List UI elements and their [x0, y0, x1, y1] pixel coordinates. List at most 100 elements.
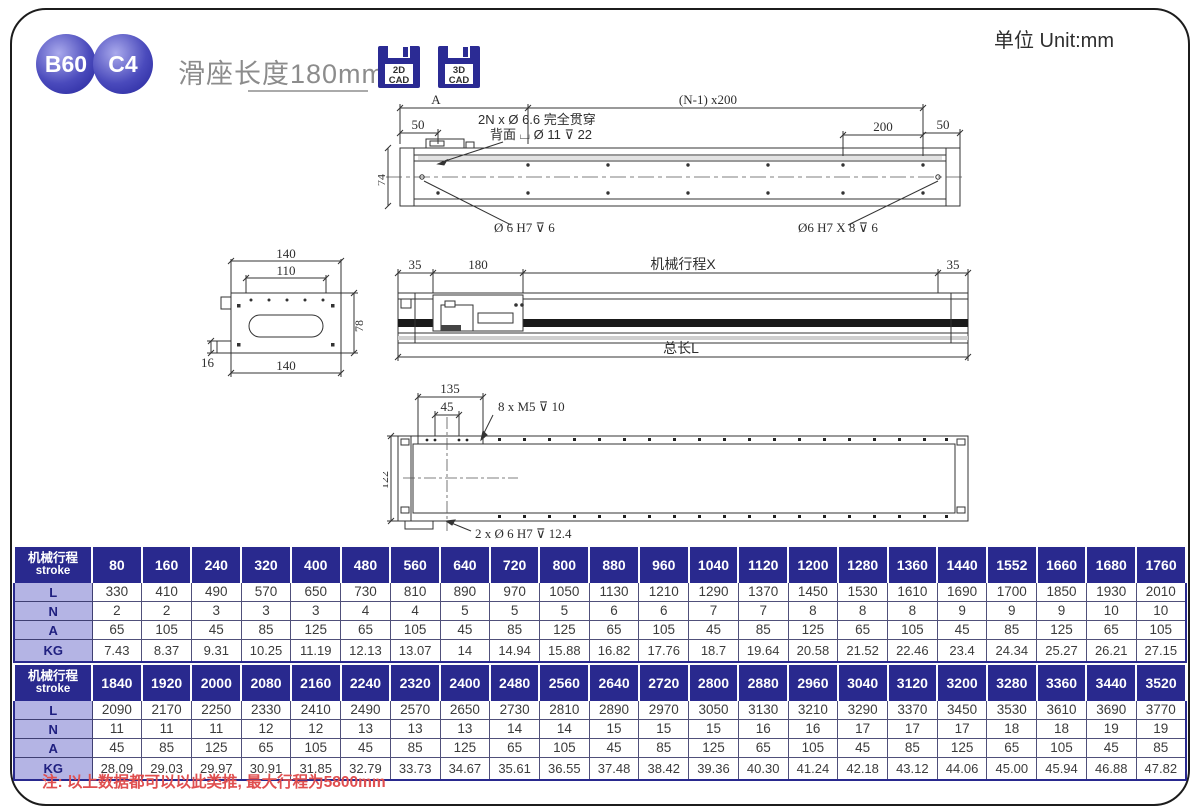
value-cell: 8	[787, 601, 839, 621]
dim-122-label: 122	[383, 471, 391, 489]
title-underline	[248, 90, 368, 92]
value-cell: 65	[240, 738, 292, 758]
stroke-header-cell: 720	[488, 545, 541, 583]
value-cell: 8	[837, 601, 888, 621]
value-cell: 45	[837, 738, 888, 758]
value-cell: 105	[290, 738, 342, 758]
value-cell: 15	[638, 719, 690, 739]
cad-3d-label-line1: 3D	[453, 65, 465, 76]
value-cell: 7.43	[91, 639, 143, 663]
value-cell: 10	[1085, 601, 1137, 621]
stroke-header-cell: 880	[588, 545, 640, 583]
value-cell: 17	[837, 719, 888, 739]
value-cell: 1530	[837, 582, 888, 602]
row-label-l: L	[13, 700, 93, 720]
stroke-header-cell: 2000	[190, 663, 243, 701]
value-cell: 85	[141, 738, 192, 758]
value-cell: 40.30	[737, 757, 789, 781]
value-cell: 7	[737, 601, 789, 621]
stroke-header-cell: 1660	[1035, 545, 1088, 583]
value-cell: 2570	[389, 700, 441, 720]
stroke-header-cell: 2080	[240, 663, 292, 701]
cad-2d-icon[interactable]: 2D CAD	[376, 44, 422, 90]
value-cell: 19	[1135, 719, 1187, 739]
value-cell: 490	[190, 582, 242, 602]
stroke-header-cell: 2400	[439, 663, 491, 701]
dim-50-left-label: 50	[412, 117, 425, 132]
value-cell: 85	[240, 620, 292, 640]
value-cell: 31.85	[290, 757, 342, 781]
value-cell: 1930	[1085, 582, 1137, 602]
value-cell: 65	[986, 738, 1038, 758]
hole-callout-line2: 背面 ⌴ Ø 11 ⊽ 22	[490, 127, 592, 142]
footnote: 注: 以上数据都可以以此类推, 最大行程为5800mm	[42, 774, 386, 791]
value-cell: 45	[1085, 738, 1137, 758]
row-label-l: L	[13, 582, 93, 602]
stroke-header-cell: 1040	[687, 545, 740, 583]
value-cell: 14.94	[489, 639, 540, 663]
value-cell: 24.34	[986, 639, 1038, 663]
value-cell: 85	[1135, 738, 1187, 758]
value-cell: 39.36	[688, 757, 739, 781]
value-cell: 28.09	[91, 757, 143, 781]
value-cell: 65	[837, 620, 888, 640]
dim-a-label: A	[431, 92, 441, 107]
value-cell: 34.67	[439, 757, 491, 781]
stroke-header-cell: 800	[538, 545, 591, 583]
stroke-header-cell: 80	[91, 545, 143, 583]
value-cell: 11.19	[290, 639, 342, 663]
cad-2d-label-line1: 2D	[393, 65, 405, 76]
value-cell: 65	[340, 620, 391, 640]
value-cell: 85	[737, 620, 789, 640]
value-cell: 3610	[1036, 700, 1087, 720]
value-cell: 46.88	[1085, 757, 1137, 781]
value-cell: 125	[190, 738, 242, 758]
dim-50-right-label: 50	[937, 117, 950, 132]
value-cell: 45	[91, 738, 143, 758]
value-cell: 3770	[1135, 700, 1187, 720]
value-cell: 15	[688, 719, 739, 739]
value-cell: 16	[787, 719, 839, 739]
dim-140-top-label: 140	[276, 247, 296, 261]
value-cell: 4	[389, 601, 441, 621]
dim-200-label: 200	[873, 119, 893, 134]
value-cell: 1690	[936, 582, 988, 602]
stroke-header-cell: 400	[289, 545, 342, 583]
dim-74-label: 74	[378, 174, 388, 186]
value-cell: 3	[240, 601, 292, 621]
value-cell: 11	[91, 719, 143, 739]
value-cell: 45	[588, 738, 640, 758]
value-cell: 47.82	[1135, 757, 1187, 781]
value-cell: 5	[538, 601, 590, 621]
value-cell: 125	[439, 738, 491, 758]
stroke-header-cell: 2160	[289, 663, 342, 701]
page-title: 滑座长度180mm	[178, 59, 386, 89]
stroke-header-cell: 1920	[140, 663, 193, 701]
stroke-table-2: 机械行程 stroke 1840 1920 2000 2080 2160 2240 2320 24…	[13, 663, 1187, 781]
value-cell: 5	[489, 601, 540, 621]
value-cell: 18	[986, 719, 1038, 739]
value-cell: 125	[688, 738, 739, 758]
value-cell: 2890	[588, 700, 640, 720]
spec-tables: 机械行程 stroke 80 160 240 320 400 480 560 640 720 800 8…	[13, 545, 1187, 781]
total-length-label: 总长L	[663, 340, 699, 356]
stroke-header-cell: 2640	[588, 663, 640, 701]
value-cell: 105	[1135, 620, 1187, 640]
value-cell: 13	[389, 719, 441, 739]
value-cell: 85	[389, 738, 441, 758]
value-cell: 970	[489, 582, 540, 602]
value-cell: 2810	[538, 700, 590, 720]
value-cell: 125	[936, 738, 988, 758]
value-cell: 1700	[986, 582, 1038, 602]
value-cell: 65	[588, 620, 640, 640]
value-cell: 1050	[538, 582, 590, 602]
value-cell: 85	[986, 620, 1038, 640]
value-cell: 10.25	[240, 639, 292, 663]
cad-3d-icon[interactable]: 3D CAD	[436, 44, 482, 90]
value-cell: 41.24	[787, 757, 839, 781]
value-cell: 36.55	[538, 757, 590, 781]
value-cell: 15	[588, 719, 640, 739]
row-label-kg: KG	[13, 757, 93, 781]
cad-3d-label-line2: CAD	[449, 75, 470, 86]
stroke-header-label: 机械行程 stroke	[13, 663, 93, 701]
